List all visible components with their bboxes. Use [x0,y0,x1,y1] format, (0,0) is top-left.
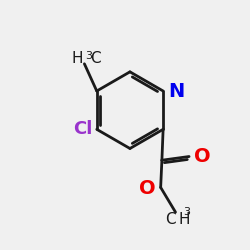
Text: C: C [90,51,101,66]
Text: H: H [72,51,83,66]
Text: N: N [168,82,185,100]
Text: 3: 3 [85,50,92,60]
Text: 3: 3 [183,206,190,216]
Text: O: O [194,147,210,166]
Text: H: H [178,212,190,226]
Text: Cl: Cl [73,120,92,138]
Text: O: O [138,179,155,198]
Text: C: C [165,212,175,226]
